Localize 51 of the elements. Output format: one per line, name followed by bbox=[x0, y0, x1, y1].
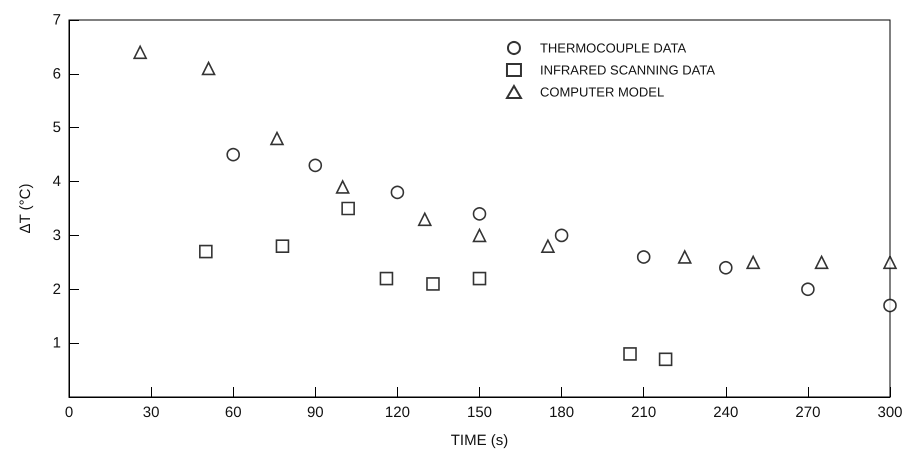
point bbox=[719, 260, 733, 275]
x-axis-title: TIME (s) bbox=[450, 432, 508, 449]
x-tick-label: 180 bbox=[549, 404, 574, 421]
point bbox=[426, 277, 440, 291]
point bbox=[336, 180, 350, 194]
legend-label: COMPUTER MODEL bbox=[540, 84, 664, 100]
x-tick-label: 240 bbox=[713, 404, 738, 421]
y-tick-label: 4 bbox=[52, 173, 61, 190]
point bbox=[623, 347, 637, 361]
x-tick-label: 90 bbox=[306, 404, 324, 421]
y-axis-title: ΔT (°C) bbox=[17, 184, 34, 234]
x-tick-label: 0 bbox=[64, 404, 74, 421]
point bbox=[276, 239, 290, 253]
point bbox=[390, 186, 404, 200]
point bbox=[133, 46, 147, 60]
point bbox=[472, 272, 486, 286]
point bbox=[883, 298, 897, 312]
point bbox=[554, 228, 568, 242]
point bbox=[341, 202, 355, 216]
point bbox=[814, 256, 828, 270]
legend-label: INFRARED SCANNING DATA bbox=[540, 62, 716, 78]
point bbox=[746, 256, 760, 270]
y-tick-label: 2 bbox=[52, 280, 61, 298]
legend-label: THERMOCOUPLE DATA bbox=[540, 40, 686, 56]
point bbox=[308, 158, 322, 172]
point bbox=[636, 250, 650, 264]
point bbox=[658, 352, 672, 366]
point bbox=[541, 239, 555, 253]
point bbox=[226, 148, 240, 162]
x-tick-label: 300 bbox=[877, 404, 903, 421]
y-tick-label: 7 bbox=[52, 12, 61, 28]
x-tick-label: 210 bbox=[631, 404, 656, 421]
point bbox=[801, 282, 815, 296]
point bbox=[202, 62, 216, 76]
x-tick-label: 30 bbox=[142, 404, 160, 421]
x-tick-label: 270 bbox=[795, 404, 820, 421]
x-tick-label: 120 bbox=[384, 404, 410, 421]
point bbox=[418, 212, 432, 226]
point bbox=[199, 244, 213, 258]
point bbox=[472, 228, 486, 242]
point bbox=[678, 250, 692, 264]
point bbox=[380, 272, 394, 286]
y-tick-label: 6 bbox=[52, 65, 61, 82]
y-tick-label: 1 bbox=[52, 334, 61, 352]
x-tick-label: 150 bbox=[466, 404, 492, 421]
y-tick-label: 3 bbox=[52, 226, 61, 244]
x-tick-label: 60 bbox=[224, 404, 242, 421]
point bbox=[270, 132, 284, 146]
point bbox=[472, 207, 486, 221]
y-tick-label: 5 bbox=[52, 119, 61, 136]
point bbox=[883, 256, 897, 270]
